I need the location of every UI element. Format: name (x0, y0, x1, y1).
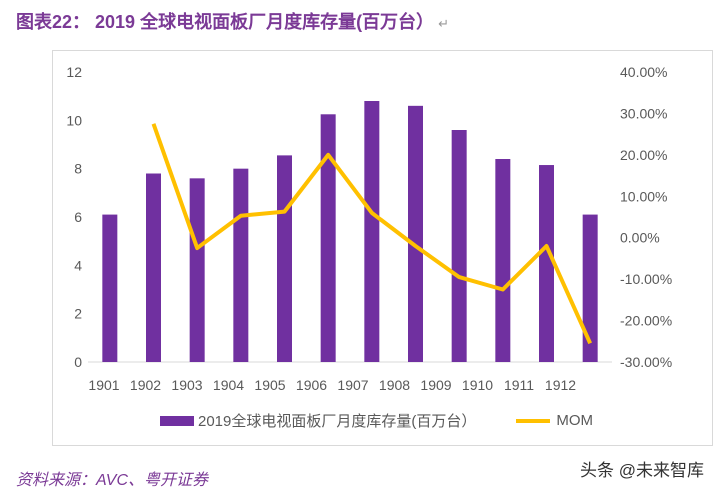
left-tick-label: 12 (66, 64, 82, 80)
x-tick-label: 1902 (130, 377, 161, 393)
right-tick-label: 10.00% (620, 188, 667, 204)
left-tick-label: 0 (74, 354, 82, 370)
legend-line-label: MOM (556, 412, 594, 429)
bar (233, 168, 249, 362)
bar (320, 114, 336, 363)
legend-line-swatch (516, 418, 551, 423)
bar (495, 159, 511, 362)
x-tick-label: 1907 (337, 377, 368, 393)
x-tick-label: 1909 (420, 377, 451, 393)
x-tick-label: 1911 (504, 377, 534, 393)
legend-bar-swatch (160, 415, 194, 426)
bar (189, 178, 205, 362)
right-tick-label: -20.00% (620, 313, 672, 329)
right-tick-label: -10.00% (620, 271, 672, 287)
source-note: 资料来源：AVC、粤开证券 (16, 472, 209, 489)
legend: 2019全球电视面板厂月度库存量(百万台） MOM (160, 410, 593, 431)
right-tick-label: -30.00% (620, 354, 672, 370)
bar (451, 130, 467, 362)
bar (102, 214, 118, 362)
x-tick-label: 1912 (545, 377, 576, 393)
bar (539, 165, 554, 362)
right-tick-label: 0.00% (620, 230, 660, 246)
x-tick-label: 1905 (254, 377, 285, 393)
left-tick-label: 6 (74, 209, 82, 225)
chart-title: 图表22： 2019 全球电视面板厂月度库存量(百万台） ↵ (16, 12, 449, 32)
left-tick-label: 4 (74, 257, 82, 273)
x-tick-label: 1910 (462, 377, 493, 393)
legend-bar-label: 2019全球电视面板厂月度库存量(百万台） (198, 413, 477, 430)
x-tick-label: 1908 (379, 377, 410, 393)
right-tick-label: 20.00% (620, 147, 667, 163)
watermark: 头条 @未来智库 (580, 461, 704, 480)
x-tick-label: 1901 (88, 377, 119, 393)
bar (277, 155, 292, 362)
x-tick-label: 1903 (171, 377, 202, 393)
left-tick-label: 10 (66, 112, 82, 128)
right-tick-label: 40.00% (620, 64, 667, 80)
left-tick-label: 2 (74, 306, 82, 322)
chart-frame (52, 50, 713, 446)
bar (582, 214, 598, 362)
right-tick-label: 30.00% (620, 105, 667, 121)
title-text: 图表22： 2019 全球电视面板厂月度库存量(百万台） (16, 12, 435, 32)
bar (408, 105, 423, 362)
bar (146, 173, 161, 362)
bar (364, 101, 380, 362)
left-tick-label: 8 (74, 161, 82, 177)
x-tick-label: 1906 (296, 377, 327, 393)
x-tick-label: 1904 (213, 377, 244, 393)
